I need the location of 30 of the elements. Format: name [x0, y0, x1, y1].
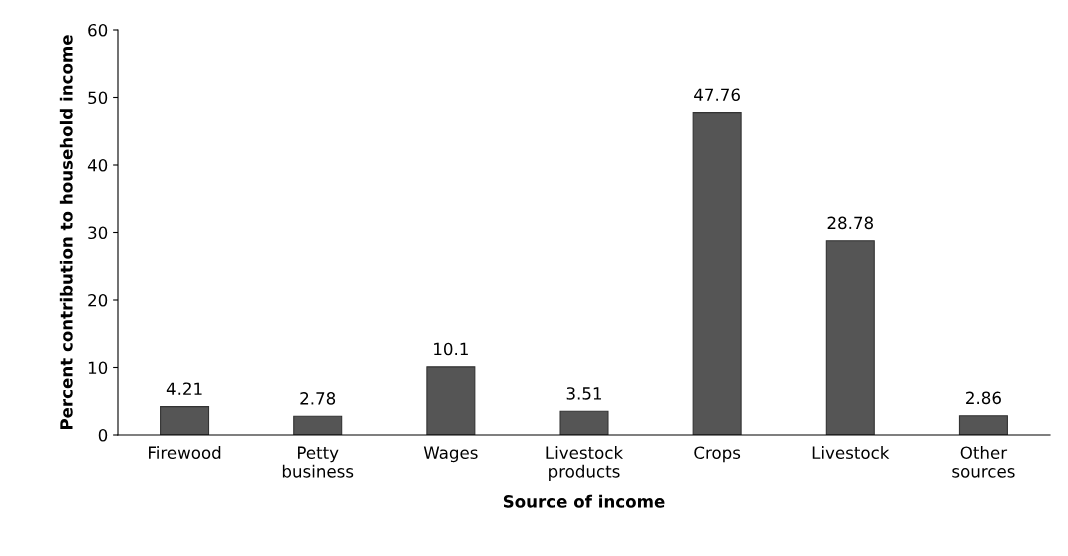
y-tick-label: 60: [88, 23, 108, 37]
y-tick-label: 50: [88, 91, 108, 105]
data-label: 28.78: [827, 216, 873, 230]
bar: [559, 410, 609, 435]
x-tick-label: Wages: [423, 446, 478, 463]
data-label: 47.76: [694, 88, 740, 102]
x-tick-label: Livestock: [812, 446, 890, 460]
x-tick-label: Petty business: [282, 446, 354, 478]
x-tick-label: Livestock products: [546, 446, 624, 481]
y-tick-label: 10: [88, 361, 108, 375]
y-axis-title: Percent contribution to household income: [59, 35, 73, 430]
x-tick-label: Firewood: [149, 446, 221, 460]
y-tick-label: 40: [87, 158, 108, 172]
bar: [692, 112, 742, 435]
data-label: 4.21: [166, 382, 202, 395]
y-tick-label: 0: [98, 428, 108, 442]
bar: [825, 240, 875, 435]
bar: [160, 406, 210, 435]
data-label: 10.1: [434, 342, 468, 356]
data-label: 2.86: [966, 391, 1001, 405]
x-axis-title: Source of income: [503, 494, 665, 508]
x-tick-label: Other sources: [952, 446, 1015, 478]
bar: [426, 366, 476, 435]
y-tick-label: 20: [88, 293, 108, 307]
bar: [293, 415, 343, 435]
data-label: 3.51: [566, 387, 602, 400]
data-label: 2.78: [300, 392, 336, 405]
bar: [958, 415, 1008, 435]
y-tick-label: 30: [88, 226, 108, 240]
x-tick-label: Crops: [694, 446, 741, 463]
